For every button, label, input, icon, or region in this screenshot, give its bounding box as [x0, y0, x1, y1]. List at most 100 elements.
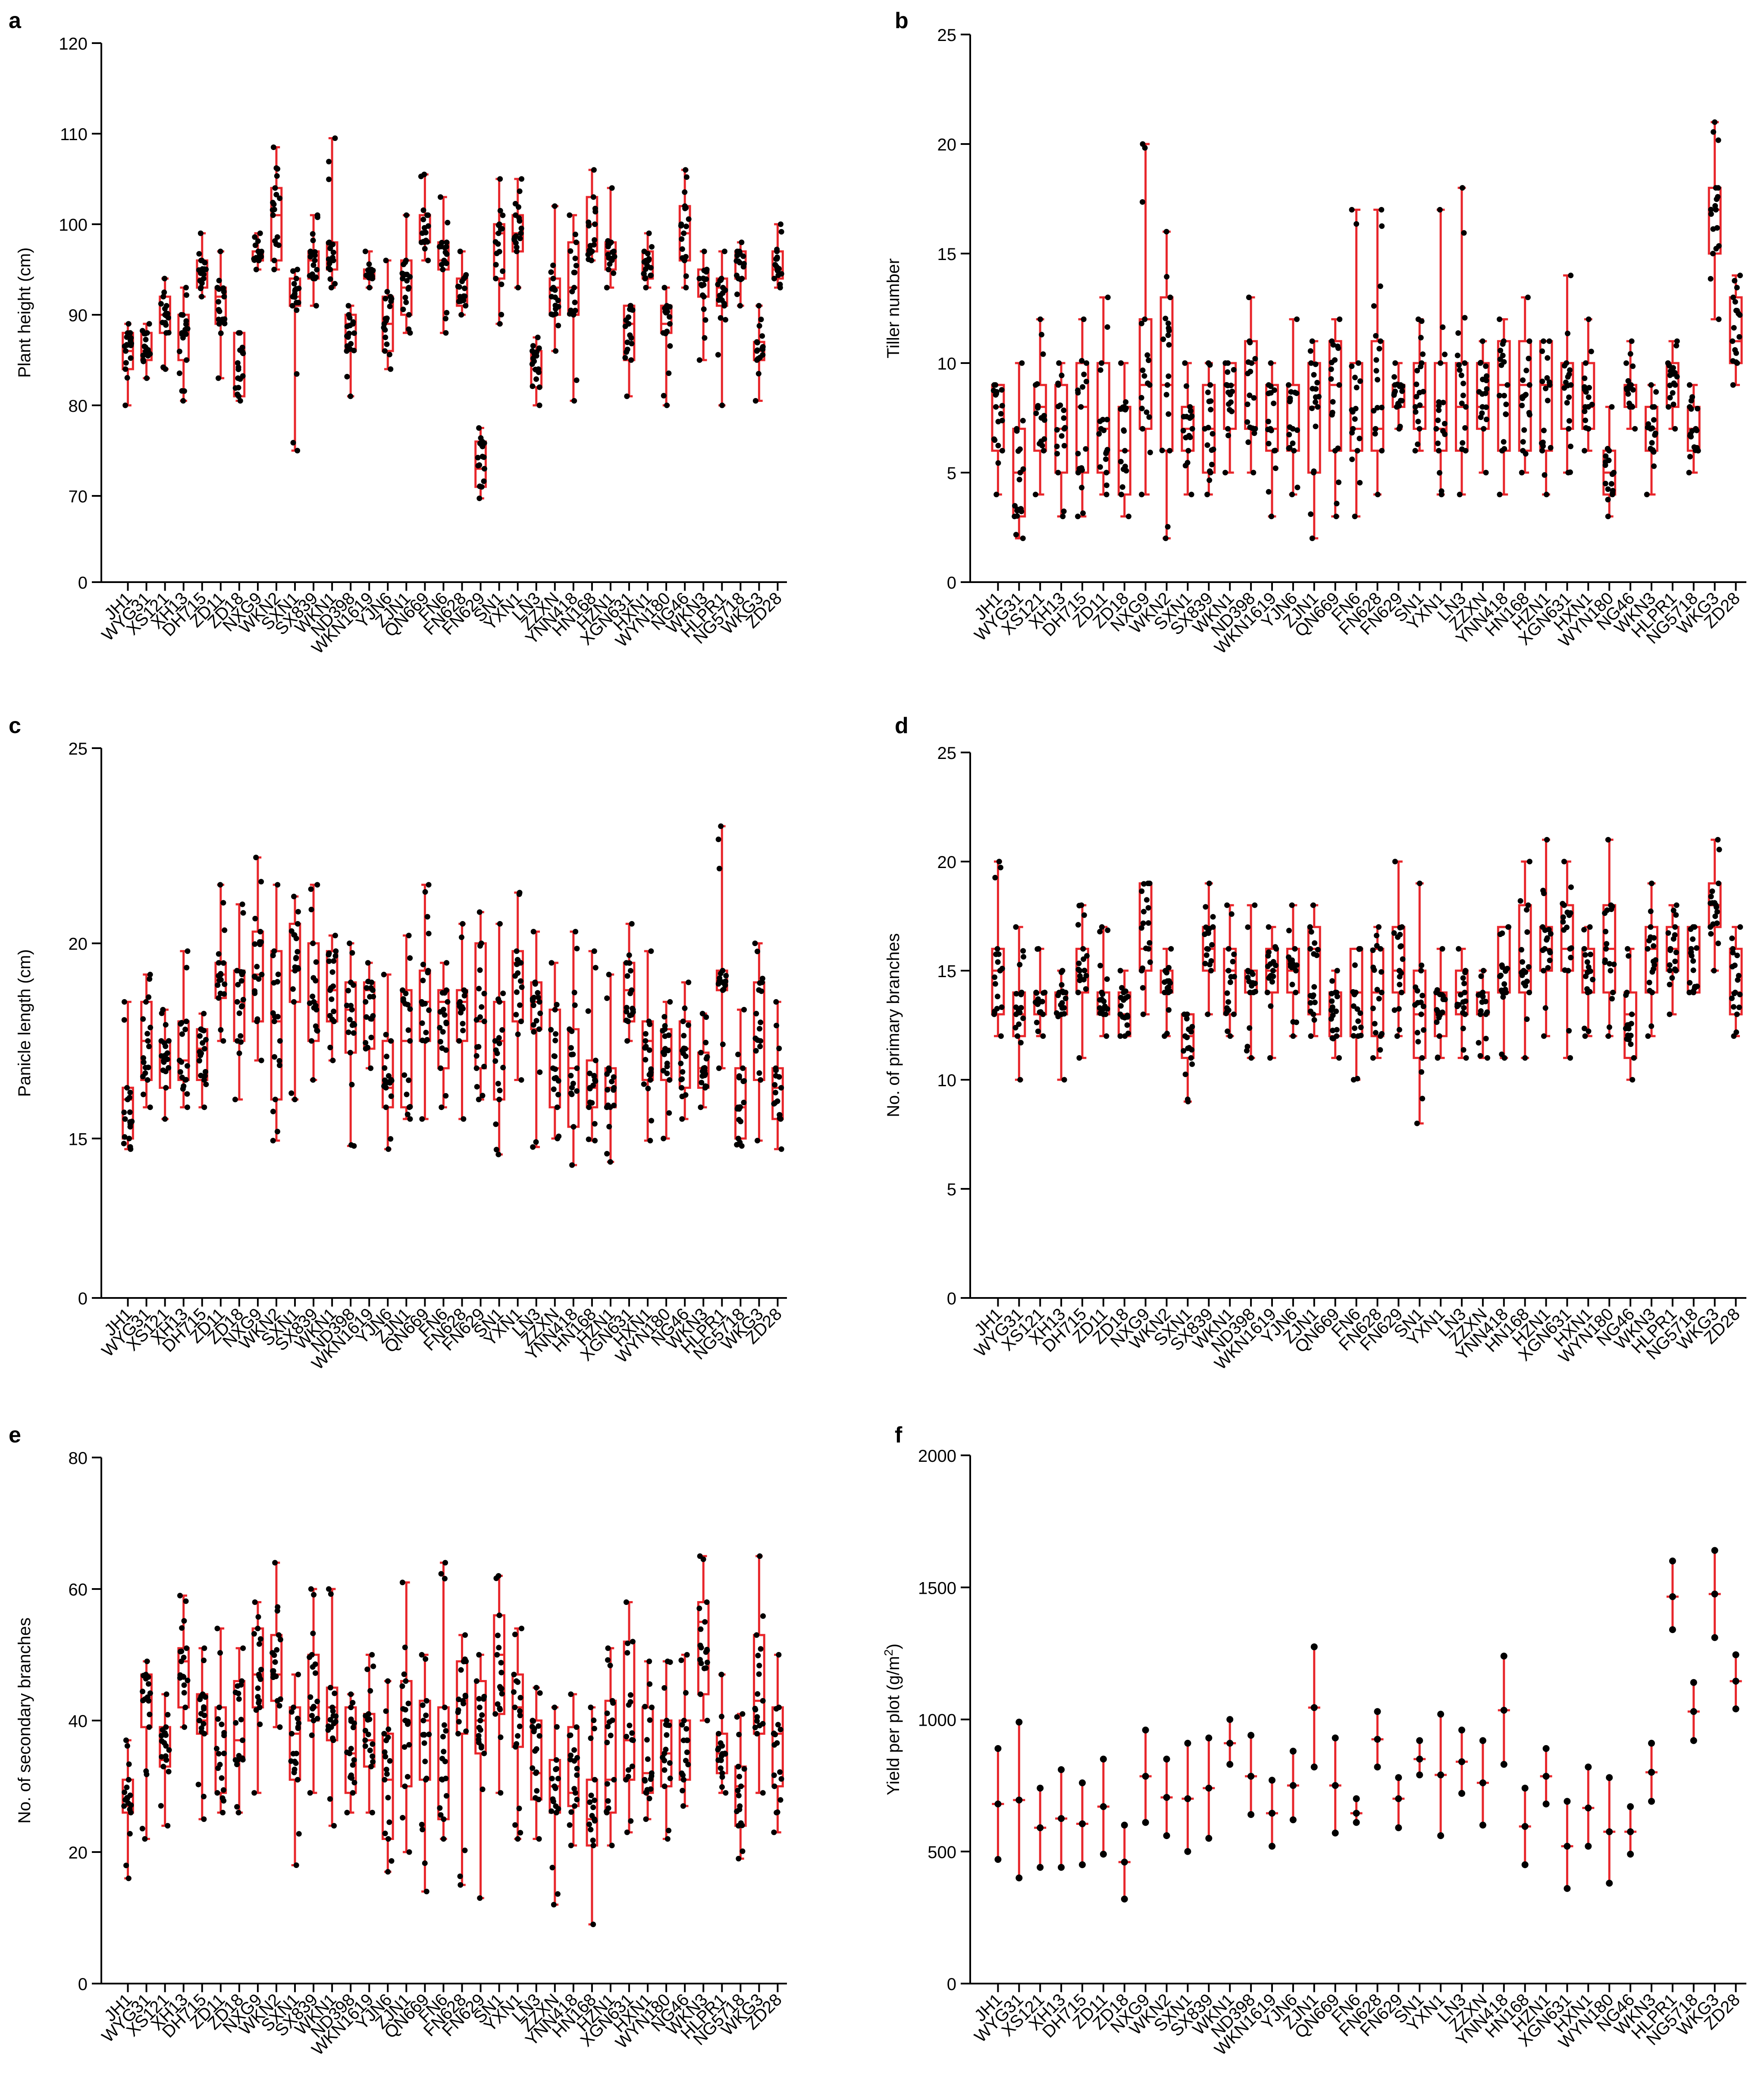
data-point — [1397, 931, 1403, 937]
data-point — [590, 1837, 596, 1843]
data-point — [530, 928, 536, 934]
data-point — [646, 1047, 652, 1053]
data-point — [741, 1007, 747, 1013]
data-point — [1567, 1055, 1573, 1061]
data-point — [1373, 368, 1379, 374]
data-point — [423, 1029, 429, 1035]
data-point — [1670, 365, 1676, 371]
data-point — [1205, 1784, 1213, 1792]
data-point — [240, 373, 246, 379]
data-point — [1414, 368, 1420, 374]
data-point — [628, 1818, 634, 1824]
data-point — [1332, 1734, 1339, 1742]
data-point — [1605, 497, 1611, 503]
data-point — [461, 1701, 467, 1707]
data-point — [1103, 470, 1109, 476]
box-WKN2 — [1159, 296, 1174, 452]
data-point — [519, 176, 525, 182]
data-point — [309, 1732, 315, 1738]
data-point — [128, 338, 134, 344]
data-point — [1463, 998, 1469, 1004]
data-point — [755, 1037, 761, 1043]
data-point — [715, 352, 721, 358]
data-point — [1097, 962, 1103, 969]
data-point — [530, 997, 536, 1003]
data-point — [310, 1630, 316, 1636]
data-point — [478, 1743, 484, 1749]
data-point — [402, 1644, 408, 1650]
data-point — [1670, 401, 1677, 407]
data-point — [292, 1097, 298, 1103]
data-point — [664, 1836, 671, 1842]
data-point — [419, 1652, 425, 1658]
data-point — [1582, 448, 1588, 454]
data-point — [184, 1091, 190, 1097]
data-point — [1605, 1033, 1611, 1039]
data-point — [1288, 963, 1294, 969]
data-point — [568, 1052, 574, 1058]
data-point — [216, 977, 222, 983]
data-point — [1350, 989, 1356, 995]
data-point — [164, 1050, 170, 1056]
data-point — [349, 950, 355, 956]
data-point — [1329, 412, 1335, 418]
data-point — [1100, 991, 1106, 997]
data-point — [643, 285, 649, 291]
data-point — [678, 221, 684, 227]
data-point — [1437, 1832, 1445, 1839]
data-point — [1391, 930, 1397, 936]
data-point — [537, 1690, 543, 1696]
data-point — [1583, 417, 1589, 423]
data-point — [493, 1147, 499, 1153]
data-point — [1545, 965, 1551, 971]
data-point — [515, 957, 521, 963]
data-point — [535, 335, 541, 340]
data-point — [1497, 492, 1503, 498]
data-point — [232, 385, 238, 391]
data-point — [1312, 1000, 1318, 1006]
data-point — [1226, 1716, 1234, 1723]
data-point — [1567, 469, 1573, 475]
data-point — [1357, 480, 1363, 486]
data-point — [422, 1860, 428, 1866]
data-point — [1648, 1023, 1655, 1029]
data-point — [718, 1671, 724, 1677]
data-point — [1330, 1012, 1336, 1019]
data-point — [176, 348, 182, 354]
data-point — [1289, 492, 1295, 498]
data-point — [1566, 912, 1572, 918]
data-point — [1543, 492, 1549, 498]
data-point — [1307, 1000, 1313, 1006]
data-point — [1626, 1037, 1632, 1043]
data-point — [1435, 1054, 1441, 1060]
data-point — [1180, 428, 1186, 434]
data-point — [351, 1021, 357, 1027]
data-point — [1437, 991, 1443, 997]
data-point — [161, 1059, 167, 1065]
data-point — [495, 230, 501, 236]
data-point — [1605, 514, 1611, 520]
y-axis-label: Plant height (cm) — [15, 248, 34, 378]
data-point — [274, 234, 280, 240]
y-axis-label: Panicle length (cm) — [15, 949, 34, 1097]
data-point — [1651, 943, 1657, 949]
data-point — [1016, 1021, 1022, 1027]
data-point — [1245, 359, 1251, 365]
data-point — [274, 1647, 280, 1653]
data-point — [1101, 427, 1107, 433]
data-point — [1040, 448, 1047, 454]
data-point — [776, 1652, 782, 1658]
data-point — [495, 1081, 501, 1087]
data-point — [476, 1652, 482, 1658]
data-point — [624, 339, 630, 345]
data-point — [993, 404, 999, 410]
data-point — [1416, 1737, 1423, 1744]
data-point — [1184, 1740, 1191, 1747]
data-point — [662, 330, 668, 336]
data-point — [736, 1856, 742, 1862]
data-point — [443, 1793, 449, 1799]
data-point — [1163, 1832, 1170, 1839]
data-point — [628, 357, 634, 363]
data-point — [1730, 1004, 1736, 1010]
